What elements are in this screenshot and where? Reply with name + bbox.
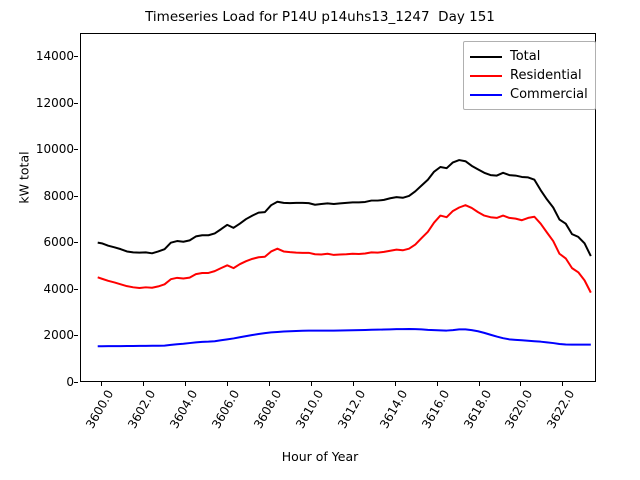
x-tick-label: 3612.0 xyxy=(334,387,368,431)
y-tick-label: 12000 xyxy=(35,95,74,110)
chart-title: Timeseries Load for P14U p14uhs13_1247 D… xyxy=(145,9,495,25)
y-tick-label: 10000 xyxy=(35,142,74,157)
y-tick-label: 2000 xyxy=(43,328,74,343)
legend-label: Commercial xyxy=(510,87,588,102)
x-tick-label: 3602.0 xyxy=(125,387,159,431)
y-tick-label: 14000 xyxy=(35,49,74,64)
y-tick-mark xyxy=(74,56,78,58)
x-tick-mark xyxy=(394,382,396,386)
x-tick-mark xyxy=(562,382,564,386)
legend-label: Residential xyxy=(510,68,582,83)
y-tick-mark xyxy=(74,195,78,197)
legend-swatch-total xyxy=(470,55,502,58)
y-tick-mark xyxy=(74,102,78,104)
legend-swatch-residential xyxy=(470,74,502,77)
legend-item-commercial[interactable]: Commercial xyxy=(470,85,588,104)
x-tick-label: 3610.0 xyxy=(292,387,326,431)
x-tick-label: 3614.0 xyxy=(376,387,410,431)
y-tick-mark xyxy=(74,382,78,383)
x-tick-mark xyxy=(310,382,312,386)
x-tick-label: 3616.0 xyxy=(418,387,452,431)
legend-swatch-commercial xyxy=(470,93,502,96)
x-tick-mark xyxy=(268,382,270,386)
x-axis-label: Hour of Year xyxy=(281,449,359,464)
x-tick-mark xyxy=(520,382,522,386)
x-tick-mark xyxy=(436,382,438,386)
x-tick-label: 3600.0 xyxy=(83,387,117,431)
x-tick-label: 3618.0 xyxy=(460,387,494,431)
y-tick-mark xyxy=(74,242,78,244)
x-tick-mark xyxy=(142,382,144,386)
y-tick-mark xyxy=(74,335,78,337)
x-tick-label: 3606.0 xyxy=(208,387,243,431)
x-tick-label: 3620.0 xyxy=(502,387,536,431)
x-tick-mark xyxy=(226,382,228,386)
x-tick-label: 3608.0 xyxy=(250,387,285,431)
y-tick-label: 0 xyxy=(66,375,74,389)
legend-item-total[interactable]: Total xyxy=(470,47,588,66)
y-tick-label: 4000 xyxy=(43,281,74,296)
x-tick-mark xyxy=(478,382,480,386)
y-tick-mark xyxy=(74,149,78,151)
x-tick-label: 3622.0 xyxy=(544,387,578,431)
series-line-commercial xyxy=(97,327,591,348)
y-tick-label: 6000 xyxy=(43,235,74,250)
series-line-residential xyxy=(97,204,592,294)
y-tick-mark xyxy=(74,288,78,290)
plot-lines xyxy=(97,159,592,348)
x-tick-mark xyxy=(352,382,354,386)
y-axis-tick-labels: 0 2000 4000 6000 8000 10000 12000 14000 xyxy=(0,0,78,480)
chart-legend: Total Residential Commercial xyxy=(463,41,596,110)
y-tick-label: 8000 xyxy=(43,188,74,203)
x-tick-mark xyxy=(100,382,102,386)
legend-item-residential[interactable]: Residential xyxy=(470,66,588,85)
x-tick-label: 3604.0 xyxy=(167,387,201,431)
series-line-total xyxy=(97,159,592,257)
x-tick-mark xyxy=(184,382,186,386)
legend-label: Total xyxy=(510,49,541,64)
